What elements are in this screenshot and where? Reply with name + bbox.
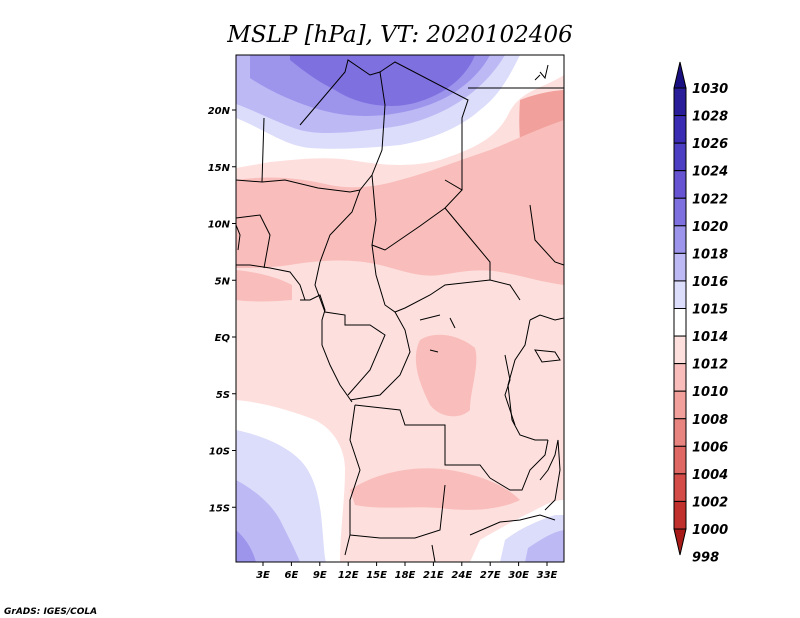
colorbar-swatch xyxy=(673,87,687,117)
colorbar-level-label: 1016 xyxy=(692,275,728,290)
field-1016-southeast xyxy=(525,530,564,562)
border-niger-south xyxy=(261,179,361,193)
colorbar-level-label: 1026 xyxy=(692,137,728,152)
colorbar-bottom-arrow xyxy=(673,528,687,556)
colorbar-swatch xyxy=(673,142,687,172)
longitude-axis: 3E 6E 9E 12E 15E 18E 21E 24E 27E 30E 33E xyxy=(256,562,558,581)
border-niger-chad xyxy=(319,71,386,263)
field-1010-west xyxy=(236,270,292,302)
lake-tanganyika xyxy=(504,354,516,426)
border-ethiopia xyxy=(529,204,564,266)
colorbar: 1030 1028 1026 1024 1022 1020 1018 1016 1015 1014… xyxy=(673,61,728,566)
lon-tick-label: 33E xyxy=(537,570,558,581)
coast-west-africa xyxy=(236,264,306,301)
border-congo xyxy=(349,311,411,401)
colorbar-top-arrow xyxy=(673,61,687,89)
lake-victoria xyxy=(534,349,561,363)
colorbar-level-label: 1006 xyxy=(692,440,728,455)
border-angola-coast xyxy=(344,404,361,556)
colorbar-swatch xyxy=(673,363,687,392)
border-botswana xyxy=(431,544,436,562)
lon-tick-label: 12E xyxy=(338,570,359,581)
field-1016-southwest xyxy=(236,480,300,562)
colorbar-swatch xyxy=(673,225,687,254)
lat-tick-label: 10S xyxy=(209,447,230,458)
colorbar-swatch xyxy=(673,418,687,447)
field-1020-north xyxy=(290,55,475,106)
colorbar-level-label: 1030 xyxy=(692,82,728,97)
latitude-axis: 20N 15N 10N 5N EQ 5S 10S 15S xyxy=(208,106,236,514)
field-1018-southwest xyxy=(236,530,256,562)
lat-tick-label: 5N xyxy=(215,276,231,287)
border-great-lakes xyxy=(507,319,548,441)
border-car xyxy=(371,244,521,313)
lat-tick-label: 10N xyxy=(208,220,231,231)
field-1010-band xyxy=(236,120,564,285)
lon-tick-label: 27E xyxy=(480,570,501,581)
country-borders xyxy=(236,59,564,562)
colorbar-swatch xyxy=(673,335,687,365)
lat-tick-label: EQ xyxy=(215,333,231,344)
lake-malawi xyxy=(539,439,561,511)
border-cameroon-gabon xyxy=(314,261,386,396)
lat-tick-label: 15N xyxy=(208,163,231,174)
colorbar-level-label: 1004 xyxy=(692,468,728,483)
colorbar-swatch xyxy=(673,308,687,337)
lon-tick-label: 15E xyxy=(366,570,387,581)
lon-tick-label: 3E xyxy=(256,570,270,581)
lon-tick-label: 9E xyxy=(313,570,327,581)
colorbar-swatch xyxy=(673,252,687,282)
lon-tick-label: 21E xyxy=(423,570,444,581)
coast-red-sea xyxy=(534,64,549,81)
colorbar-level-label: 1012 xyxy=(692,358,728,373)
map-frame xyxy=(235,54,565,563)
coast-gulf-of-guinea xyxy=(300,294,353,403)
border-zimbabwe xyxy=(469,514,556,536)
colorbar-level-label: 1020 xyxy=(692,220,728,235)
pressure-field xyxy=(236,55,564,562)
field-1010-south xyxy=(350,468,520,510)
lon-tick-label: 6E xyxy=(285,570,299,581)
colorbar-level-label: 1002 xyxy=(692,495,728,510)
grads-credit: GrADS: IGES/COLA xyxy=(4,607,97,617)
border-angola-north xyxy=(354,404,491,479)
colorbar-swatch xyxy=(673,115,687,144)
colorbar-level-label: 1028 xyxy=(692,110,728,125)
border-sudan xyxy=(444,207,491,280)
colorbar-level-label: 1015 xyxy=(692,303,728,318)
border-zambia xyxy=(489,439,549,491)
colorbar-level-label: 1010 xyxy=(692,385,728,400)
border-uganda xyxy=(529,314,564,321)
lat-tick-label: 20N xyxy=(208,106,231,117)
colorbar-swatch xyxy=(673,445,687,475)
colorbar-level-label: 1018 xyxy=(692,247,728,262)
field-1010-basin xyxy=(415,334,477,417)
colorbar-level-label: 1022 xyxy=(692,192,728,207)
colorbar-swatch xyxy=(673,170,687,199)
colorbar-swatch xyxy=(673,390,687,420)
border-benin xyxy=(236,214,271,269)
colorbar-level-label: 1008 xyxy=(692,413,728,428)
colorbar-level-label: 998 xyxy=(692,551,719,566)
lat-tick-label: 5S xyxy=(216,390,230,401)
lon-tick-label: 18E xyxy=(395,570,416,581)
coast-togo xyxy=(236,224,241,251)
colorbar-swatch xyxy=(673,473,687,502)
colorbar-level-label: 1014 xyxy=(692,330,728,345)
river-congo xyxy=(419,314,456,353)
border-chad-east xyxy=(371,174,463,251)
colorbar-level-label: 1000 xyxy=(692,523,728,538)
border-angola-south xyxy=(349,484,446,539)
colorbar-swatch xyxy=(673,280,687,309)
colorbar-level-label: 1024 xyxy=(692,165,728,180)
colorbar-swatch xyxy=(673,500,687,530)
lat-tick-label: 15S xyxy=(209,503,230,514)
lon-tick-label: 24E xyxy=(451,570,472,581)
lon-tick-label: 30E xyxy=(508,570,529,581)
colorbar-swatch xyxy=(673,197,687,227)
map-title: MSLP [hPa], VT: 2020102406 xyxy=(226,22,572,48)
